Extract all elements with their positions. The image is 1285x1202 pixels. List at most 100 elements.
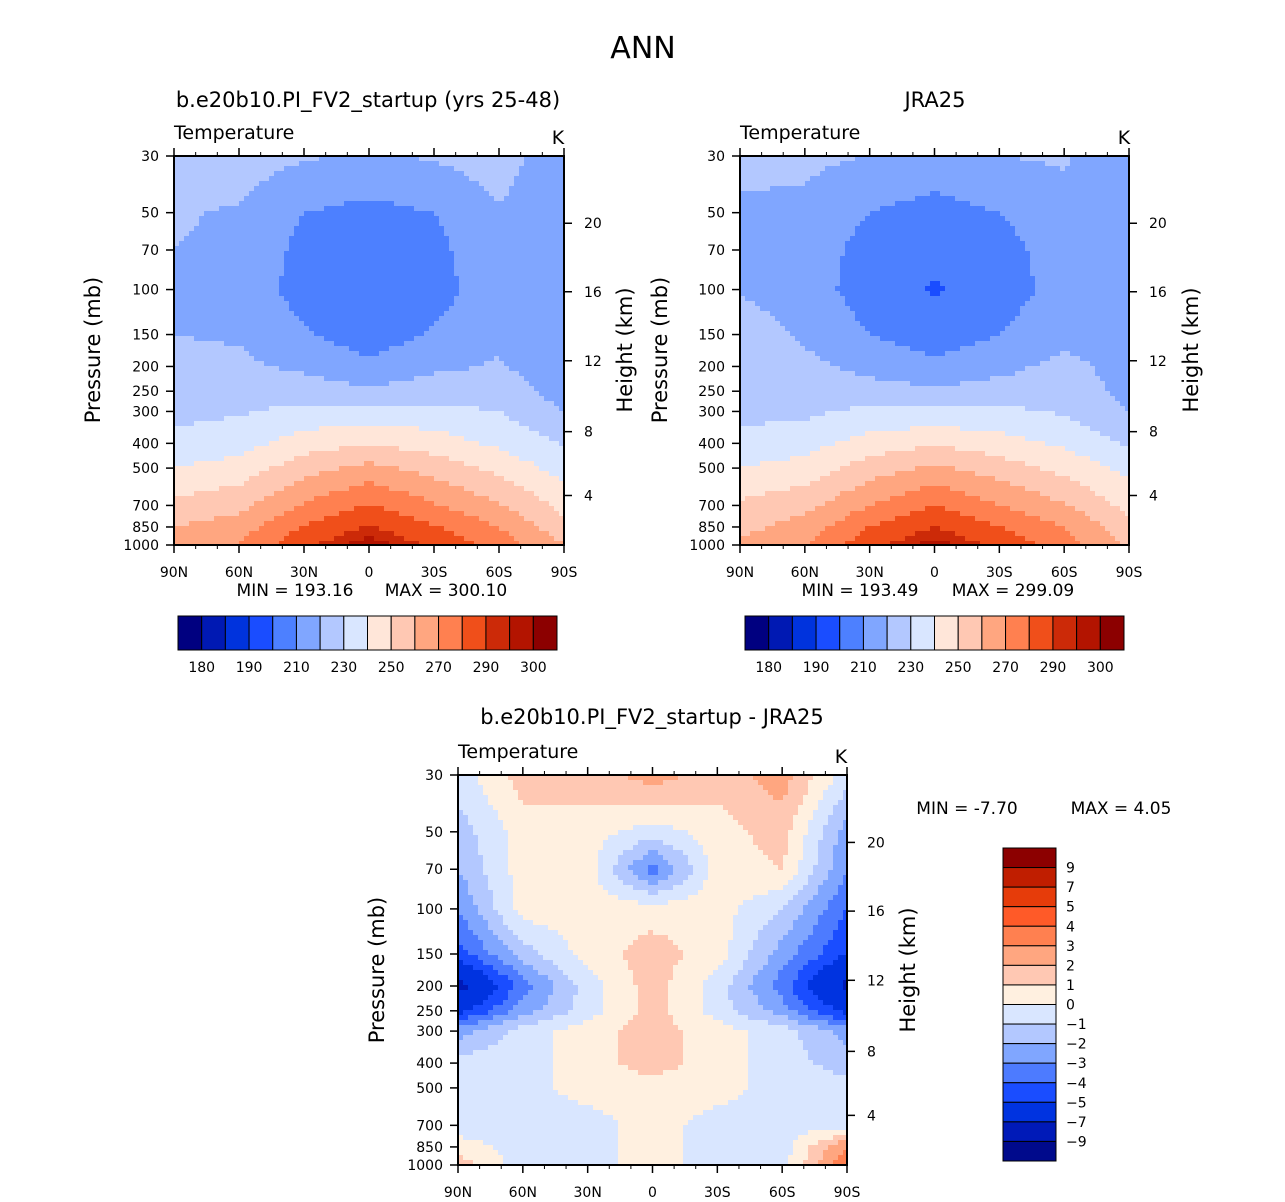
field-cell: [489, 166, 495, 172]
field-cell: [509, 416, 515, 422]
field-cell: [419, 336, 425, 342]
field-cell: [384, 356, 390, 362]
field-cell: [544, 176, 550, 182]
field-cell: [349, 326, 355, 332]
field-cell: [229, 361, 235, 367]
field-cell: [539, 406, 545, 412]
field-cell: [224, 166, 230, 172]
field-cell: [384, 251, 390, 257]
field-cell: [319, 316, 325, 322]
field-cell: [344, 231, 350, 237]
field-cell: [204, 386, 210, 392]
field-cell: [249, 421, 255, 427]
field-cell: [489, 306, 495, 312]
field-cell: [349, 161, 355, 167]
field-cell: [289, 206, 295, 212]
field-cell: [174, 396, 180, 402]
field-cell: [329, 406, 335, 412]
field-cell: [404, 276, 410, 282]
field-cell: [329, 431, 335, 437]
field-cell: [404, 336, 410, 342]
field-cell: [439, 336, 445, 342]
field-cell: [179, 356, 185, 362]
field-cell: [519, 301, 525, 307]
field-cell: [254, 181, 260, 187]
field-cell: [324, 321, 330, 327]
field-cell: [424, 366, 430, 372]
field-cell: [404, 226, 410, 232]
field-cell: [354, 446, 360, 452]
field-cell: [534, 316, 540, 322]
field-cell: [459, 196, 465, 202]
field-cell: [464, 391, 470, 397]
field-cell: [314, 346, 320, 352]
field-cell: [484, 331, 490, 337]
field-cell: [414, 346, 420, 352]
field-cell: [284, 356, 290, 362]
field-cell: [454, 446, 460, 452]
field-cell: [234, 441, 240, 447]
field-cell: [449, 471, 455, 477]
field-cell: [329, 446, 335, 452]
field-cell: [204, 341, 210, 347]
field-cell: [179, 466, 185, 472]
field-cell: [444, 331, 450, 337]
field-cell: [474, 216, 480, 222]
field-cell: [279, 191, 285, 197]
field-cell: [549, 191, 555, 197]
field-cell: [214, 176, 220, 182]
field-cell: [534, 371, 540, 377]
field-cell: [379, 286, 385, 292]
field-cell: [274, 291, 280, 297]
field-cell: [259, 351, 265, 357]
field-cell: [404, 361, 410, 367]
field-cell: [499, 241, 505, 247]
field-cell: [384, 191, 390, 197]
field-cell: [454, 161, 460, 167]
field-cell: [544, 246, 550, 252]
field-cell: [394, 226, 400, 232]
field-cell: [409, 421, 415, 427]
field-cell: [429, 241, 435, 247]
field-cell: [244, 346, 250, 352]
field-cell: [464, 431, 470, 437]
field-cell: [229, 281, 235, 287]
field-cell: [324, 421, 330, 427]
field-cell: [319, 381, 325, 387]
field-cell: [354, 176, 360, 182]
field-cell: [244, 451, 250, 457]
field-cell: [349, 226, 355, 232]
field-cell: [254, 171, 260, 177]
field-cell: [504, 386, 510, 392]
field-cell: [264, 411, 270, 417]
field-cell: [424, 196, 430, 202]
field-cell: [554, 461, 560, 467]
field-cell: [519, 256, 525, 262]
field-cell: [494, 446, 500, 452]
field-cell: [359, 196, 365, 202]
field-cell: [454, 276, 460, 282]
field-cell: [514, 371, 520, 377]
field-cell: [514, 206, 520, 212]
field-cell: [199, 426, 205, 432]
field-cell: [209, 336, 215, 342]
field-cell: [454, 226, 460, 232]
field-cell: [214, 466, 220, 472]
field-cell: [179, 376, 185, 382]
field-cell: [534, 306, 540, 312]
field-cell: [219, 256, 225, 262]
field-cell: [249, 261, 255, 267]
field-cell: [344, 221, 350, 227]
field-cell: [349, 461, 355, 467]
field-cell: [329, 171, 335, 177]
field-cell: [399, 471, 405, 477]
field-cell: [249, 156, 255, 162]
field-cell: [329, 386, 335, 392]
field-cell: [524, 416, 530, 422]
field-cell: [244, 471, 250, 477]
field-cell: [394, 416, 400, 422]
field-cell: [524, 471, 530, 477]
field-cell: [364, 416, 370, 422]
field-cell: [419, 176, 425, 182]
field-cell: [349, 436, 355, 442]
